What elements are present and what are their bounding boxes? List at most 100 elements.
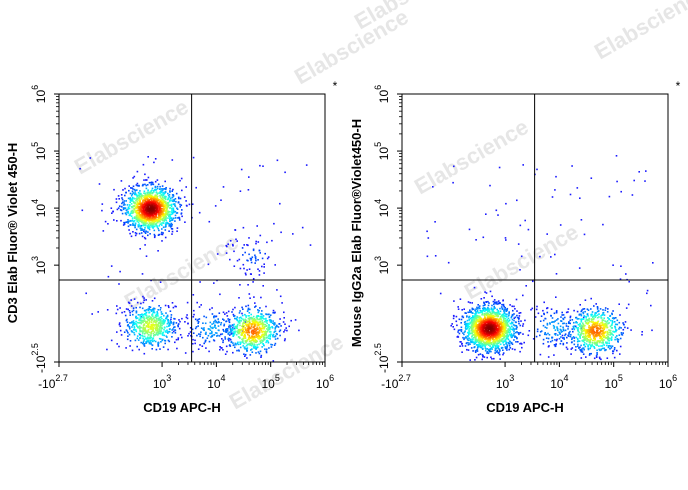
event-dot (146, 340, 148, 342)
event-dot (573, 309, 575, 312)
event-dot (589, 353, 591, 355)
event-dot (224, 331, 227, 333)
event-dot (132, 321, 134, 324)
event-dot (511, 305, 513, 308)
event-dot (477, 345, 479, 347)
event-dot (269, 338, 271, 340)
event-dot (160, 316, 163, 318)
event-dot (608, 322, 610, 324)
event-dot (249, 308, 251, 311)
event-dot (150, 221, 152, 224)
event-dot (163, 339, 166, 342)
event-dot (247, 304, 250, 307)
event-dot (198, 333, 200, 335)
event-dot (150, 330, 153, 333)
event-dot (265, 332, 267, 335)
event-dot (141, 195, 143, 197)
event-dot (144, 327, 146, 329)
event-dot (485, 292, 488, 294)
event-dot (593, 357, 596, 360)
event-dot (142, 335, 144, 338)
event-dot (220, 199, 222, 201)
event-dot (158, 215, 160, 217)
event-dot (551, 321, 553, 323)
event-dot (260, 318, 263, 320)
event-dot (156, 312, 159, 315)
event-dot (254, 320, 257, 323)
event-dot (288, 325, 290, 328)
event-dot (172, 208, 174, 210)
event-dot (513, 324, 515, 326)
event-dot (244, 346, 246, 348)
event-dot (583, 327, 586, 330)
event-dot (471, 332, 473, 334)
event-dot (479, 315, 481, 318)
event-dot (468, 228, 471, 231)
event-dot (466, 348, 468, 351)
event-dot (581, 349, 583, 351)
event-dot (616, 338, 619, 340)
event-dot (246, 244, 248, 246)
event-dot (237, 349, 240, 351)
event-dot (486, 309, 488, 311)
event-dot (273, 312, 276, 314)
event-dot (496, 342, 499, 344)
event-dot (500, 330, 503, 332)
event-dot (153, 339, 155, 342)
event-dot (155, 333, 157, 335)
event-dot (507, 341, 510, 344)
event-dot (265, 319, 267, 321)
event-dot (217, 329, 220, 331)
event-dot (148, 334, 150, 336)
event-dot (161, 189, 164, 192)
event-dot (153, 319, 156, 321)
event-dot (278, 330, 281, 333)
event-dot (250, 273, 252, 275)
event-dot (477, 331, 479, 333)
event-dot (474, 322, 476, 325)
event-dot (502, 304, 505, 307)
event-dot (614, 336, 617, 339)
event-dot (148, 225, 150, 228)
event-dot (487, 315, 489, 318)
event-dot (257, 324, 259, 326)
event-dot (506, 309, 508, 312)
event-dot (113, 219, 115, 221)
event-dot (244, 334, 246, 337)
event-dot (580, 357, 583, 359)
event-dot (582, 316, 585, 319)
event-dot (263, 266, 265, 268)
event-dot (136, 220, 139, 222)
event-dot (510, 316, 513, 319)
event-dot (468, 323, 471, 325)
event-dot (493, 302, 496, 304)
event-dot (631, 194, 634, 196)
event-dot (505, 336, 508, 339)
event-dot (616, 323, 619, 326)
event-dot (270, 343, 272, 346)
event-dot (475, 341, 477, 344)
event-dot (164, 201, 166, 204)
event-dot (127, 219, 129, 221)
event-dot (224, 336, 226, 338)
event-dot (148, 202, 151, 205)
event-dot (133, 209, 135, 212)
event-dot (132, 192, 134, 194)
event-dot (171, 196, 174, 199)
event-dot (172, 330, 175, 333)
event-dot (140, 213, 142, 216)
event-dot (468, 328, 471, 330)
event-dot (131, 326, 133, 328)
event-dot (514, 335, 516, 337)
event-dot (245, 305, 247, 308)
event-dot (135, 311, 138, 313)
event-dot (156, 326, 158, 329)
event-dot (256, 225, 258, 227)
event-dot (611, 320, 614, 322)
event-dot (244, 313, 246, 316)
event-dot (505, 310, 508, 312)
event-dot (492, 316, 495, 318)
event-dot (250, 318, 253, 320)
event-dot (573, 340, 576, 342)
event-dot (478, 305, 481, 307)
